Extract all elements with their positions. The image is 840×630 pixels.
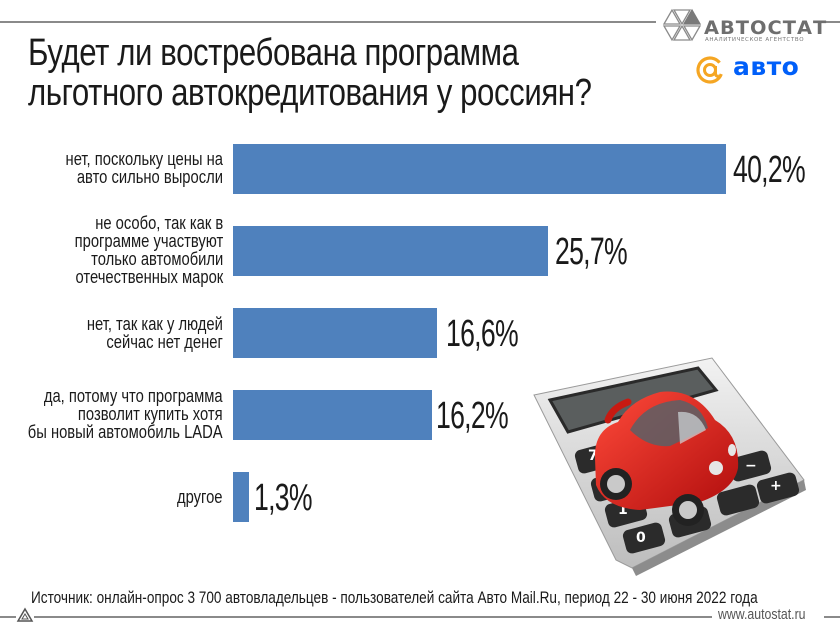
- hexagon-triangles-icon: [662, 8, 702, 42]
- autostat-logo: АВТОСТАТ АНАЛИТИЧЕСКОЕ АГЕНТСТВО: [660, 2, 840, 48]
- bar-label: да, потому что программа позволит купить…: [28, 386, 223, 442]
- bar-label: нет, поскольку цены на авто сильно вырос…: [65, 149, 223, 187]
- logo-name: АВТОСТАТ: [704, 17, 828, 39]
- svg-text:−: −: [745, 458, 757, 474]
- bar-value: 40,2%: [733, 149, 806, 191]
- header-rule-right: [824, 21, 840, 23]
- page-title: Будет ли востребована программа льготног…: [28, 32, 592, 114]
- bar: [233, 144, 726, 194]
- bar: [233, 308, 437, 358]
- bar-value: 16,2%: [436, 395, 509, 437]
- svg-text:+: +: [770, 478, 782, 494]
- footer-rule: [34, 616, 712, 618]
- partner-name: авто: [733, 52, 800, 81]
- bar-label: другое: [177, 487, 223, 507]
- footer-rule-left: [0, 616, 16, 618]
- bar-label: не особо, так как в программе участвуют …: [74, 213, 224, 287]
- bar-value: 16,6%: [446, 313, 519, 355]
- bar: [233, 472, 249, 522]
- source-note: Источник: онлайн-опрос 3 700 автовладель…: [31, 588, 758, 607]
- svg-text:0: 0: [636, 530, 646, 546]
- logo-subtitle: АНАЛИТИЧЕСКОЕ АГЕНТСТВО: [705, 37, 805, 43]
- website-link[interactable]: www.autostat.ru: [718, 606, 806, 623]
- triangle-logo-icon: [16, 607, 34, 622]
- header-rule: [0, 21, 656, 23]
- at-sign-icon: [696, 56, 724, 84]
- car-calculator-illustration: 7 1 0 + −: [533, 357, 806, 576]
- bar-label: нет, так как у людей сейчас нет денег: [86, 314, 223, 352]
- bar-value: 1,3%: [254, 477, 313, 519]
- bar-value: 25,7%: [555, 231, 628, 273]
- title-line-1: Будет ли востребована программа: [28, 32, 519, 74]
- bar: [233, 390, 432, 440]
- footer-rule-right: [824, 616, 840, 618]
- svg-text:7: 7: [588, 448, 598, 464]
- bar: [233, 226, 548, 276]
- title-line-2: льготного автокредитования у россиян?: [28, 72, 592, 114]
- svg-text:1: 1: [618, 502, 628, 518]
